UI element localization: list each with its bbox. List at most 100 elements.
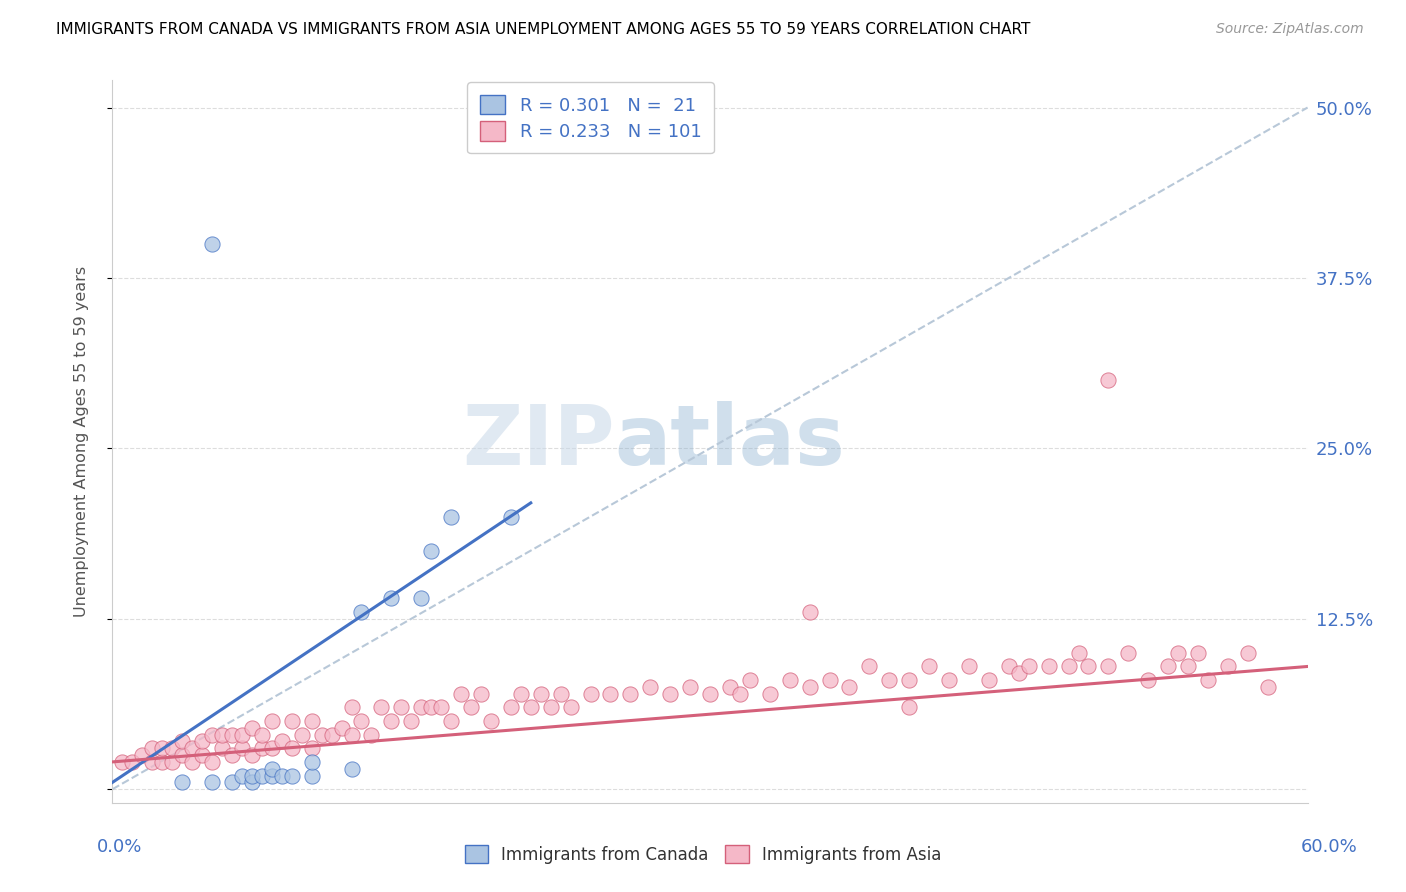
Legend: R = 0.301   N =  21, R = 0.233   N = 101: R = 0.301 N = 21, R = 0.233 N = 101 <box>467 82 714 153</box>
Text: Source: ZipAtlas.com: Source: ZipAtlas.com <box>1216 22 1364 37</box>
Point <box>560 700 582 714</box>
Point <box>619 687 641 701</box>
Point <box>201 775 224 789</box>
Point <box>640 680 662 694</box>
Point <box>1018 659 1040 673</box>
Point <box>370 700 392 714</box>
Point <box>1177 659 1199 673</box>
Point <box>540 700 562 714</box>
Point <box>380 591 402 606</box>
Point <box>260 762 283 776</box>
Point <box>301 768 323 782</box>
Point <box>520 700 543 714</box>
Point <box>340 700 363 714</box>
Point <box>430 700 453 714</box>
Point <box>499 700 522 714</box>
Point <box>330 721 353 735</box>
Point <box>270 768 292 782</box>
Point <box>838 680 860 694</box>
Text: ZIP: ZIP <box>463 401 614 482</box>
Point <box>389 700 412 714</box>
Point <box>411 591 433 606</box>
Point <box>340 728 363 742</box>
Point <box>659 687 682 701</box>
Point <box>162 741 183 756</box>
Point <box>291 728 314 742</box>
Point <box>1216 659 1239 673</box>
Point <box>509 687 531 701</box>
Point <box>250 768 273 782</box>
Point <box>1057 659 1080 673</box>
Point <box>759 687 782 701</box>
Point <box>420 543 443 558</box>
Point <box>260 741 283 756</box>
Point <box>718 680 741 694</box>
Point <box>201 728 224 742</box>
Point <box>1167 646 1189 660</box>
Point <box>321 728 343 742</box>
Point <box>599 687 621 701</box>
Point <box>281 714 304 728</box>
Point <box>281 741 304 756</box>
Point <box>818 673 841 687</box>
Point <box>172 775 194 789</box>
Point <box>779 673 801 687</box>
Point <box>1008 666 1031 681</box>
Point <box>340 762 363 776</box>
Point <box>957 659 980 673</box>
Point <box>550 687 572 701</box>
Point <box>440 714 463 728</box>
Point <box>530 687 553 701</box>
Point <box>270 734 292 748</box>
Point <box>350 605 373 619</box>
Point <box>1038 659 1060 673</box>
Point <box>1137 673 1160 687</box>
Point <box>141 741 163 756</box>
Point <box>1097 659 1119 673</box>
Point <box>470 687 492 701</box>
Point <box>1257 680 1279 694</box>
Point <box>679 680 702 694</box>
Point <box>898 700 921 714</box>
Point <box>211 728 233 742</box>
Point <box>301 741 323 756</box>
Point <box>1097 373 1119 387</box>
Point <box>201 755 224 769</box>
Text: 60.0%: 60.0% <box>1301 838 1357 856</box>
Point <box>479 714 502 728</box>
Point <box>172 748 194 763</box>
Point <box>440 509 463 524</box>
Point <box>998 659 1021 673</box>
Text: 0.0%: 0.0% <box>97 838 142 856</box>
Point <box>728 687 751 701</box>
Point <box>1157 659 1180 673</box>
Point <box>191 748 214 763</box>
Point <box>231 741 253 756</box>
Point <box>699 687 721 701</box>
Point <box>977 673 1000 687</box>
Point <box>250 741 273 756</box>
Point <box>231 728 253 742</box>
Point <box>131 748 153 763</box>
Point <box>150 755 173 769</box>
Point <box>260 768 283 782</box>
Point <box>221 775 243 789</box>
Point <box>450 687 472 701</box>
Point <box>1118 646 1140 660</box>
Point <box>411 700 433 714</box>
Point <box>380 714 402 728</box>
Point <box>281 768 304 782</box>
Point <box>1197 673 1219 687</box>
Text: IMMIGRANTS FROM CANADA VS IMMIGRANTS FROM ASIA UNEMPLOYMENT AMONG AGES 55 TO 59 : IMMIGRANTS FROM CANADA VS IMMIGRANTS FRO… <box>56 22 1031 37</box>
Point <box>231 768 253 782</box>
Y-axis label: Unemployment Among Ages 55 to 59 years: Unemployment Among Ages 55 to 59 years <box>75 266 89 617</box>
Point <box>579 687 602 701</box>
Point <box>799 605 821 619</box>
Point <box>350 714 373 728</box>
Point <box>181 755 204 769</box>
Point <box>1067 646 1090 660</box>
Point <box>240 748 263 763</box>
Point <box>1237 646 1260 660</box>
Point <box>221 748 243 763</box>
Point <box>1077 659 1099 673</box>
